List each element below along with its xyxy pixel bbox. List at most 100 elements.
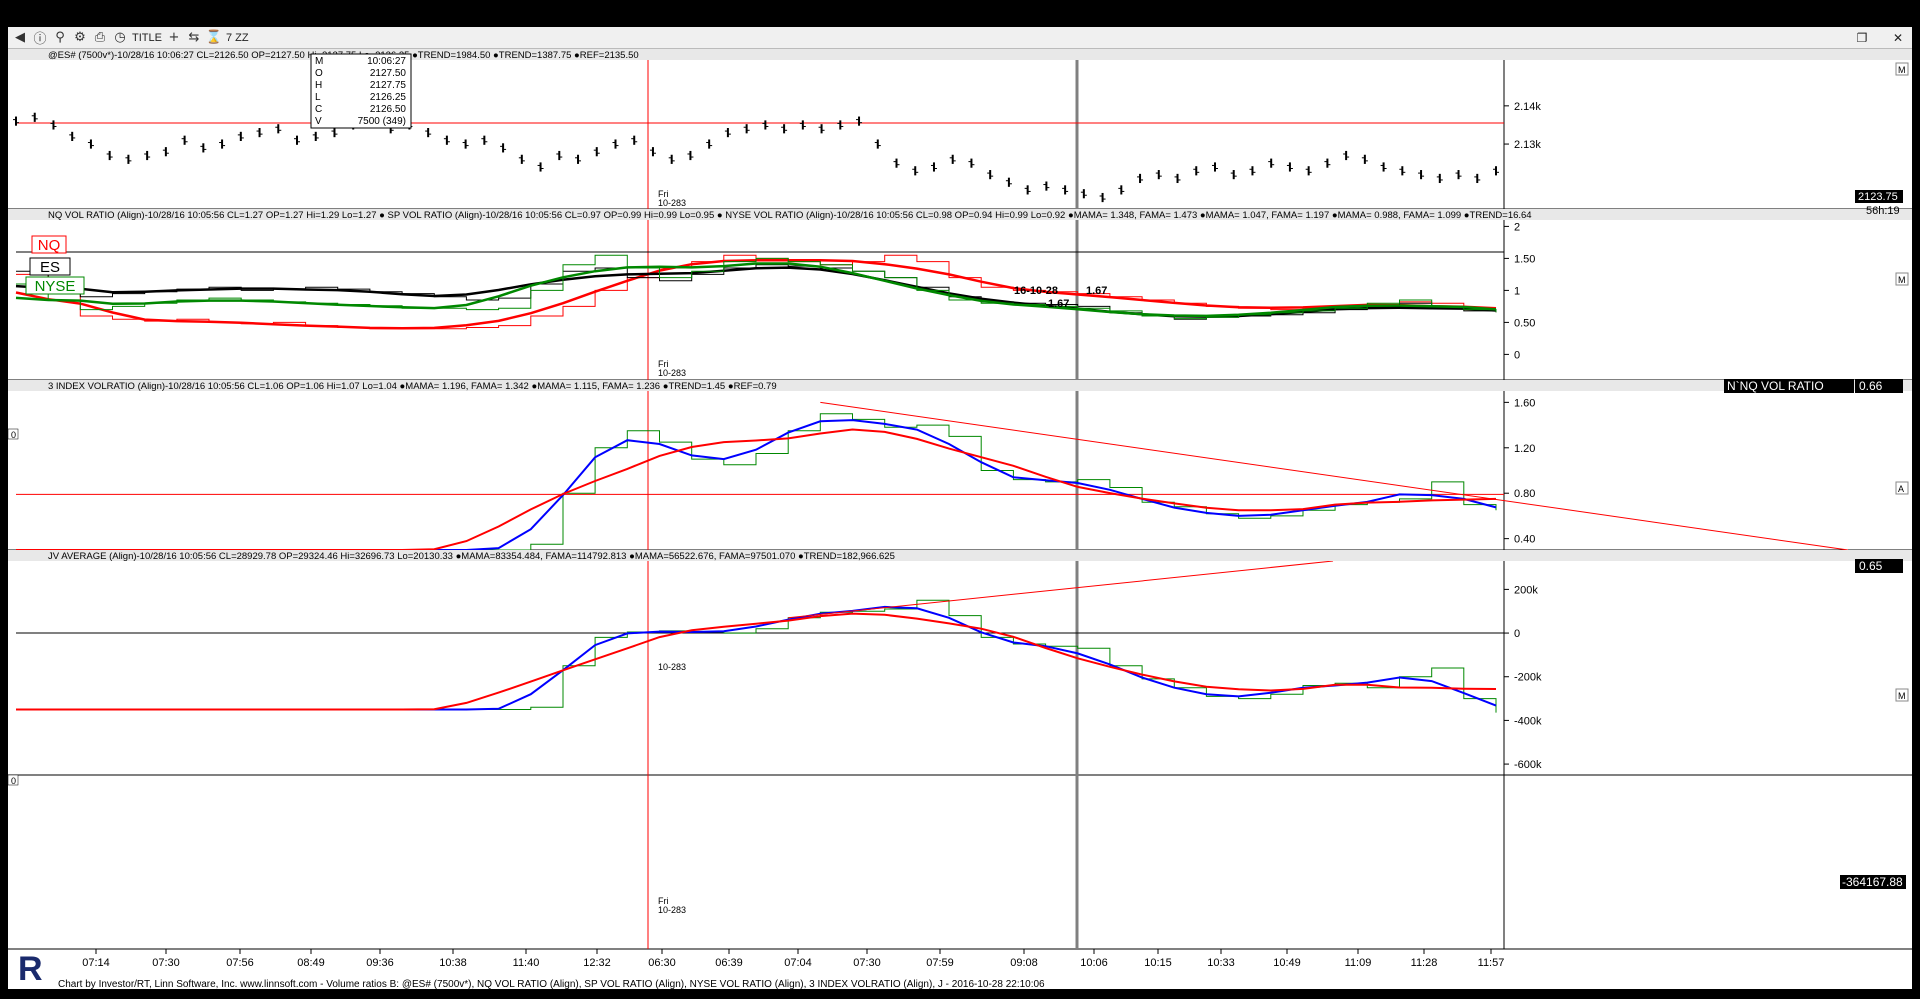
ratio-last-value: 0.66	[1859, 379, 1883, 393]
session-day: Fri	[658, 896, 669, 906]
chart-svg[interactable]: 2.13k 2.14k 0 0.50 1 1.50 2 0.40 0.80 1.20 1.60 -60…	[7, 49, 1912, 990]
hourglass-icon[interactable]: ⌛	[205, 30, 223, 45]
y-tick-label: 0	[1514, 349, 1520, 361]
ohlc-key: L	[315, 92, 321, 103]
es-last-price: 2123.75	[1858, 191, 1898, 203]
index-volratio-bars	[16, 413, 1497, 551]
chart-area[interactable]: 2.13k 2.14k 0 0.50 1 1.50 2 0.40 0.80 1.20 1.60 -60…	[7, 49, 1912, 990]
y-tick-label: 1.20	[1514, 443, 1535, 455]
pane-button-label: M	[1898, 275, 1906, 285]
index-last-label: 0.65	[1855, 559, 1903, 573]
legend-nyse: NYSE	[25, 276, 85, 295]
ohlc-value: 2127.75	[370, 80, 407, 91]
ratio-series-line	[15, 259, 1497, 330]
x-tick-label: 11:40	[513, 957, 540, 969]
clock-icon[interactable]: ◷	[114, 30, 126, 45]
legend-nyse-label: NYSE	[35, 278, 76, 295]
gear-icon[interactable]: ⚙	[74, 30, 86, 45]
session-date: 10-283	[658, 198, 686, 208]
y-tick-label: 0.80	[1514, 488, 1535, 500]
index-trend-line	[820, 401, 1849, 551]
back-icon[interactable]: ◀	[15, 30, 25, 45]
x-tick-label: 06:39	[715, 957, 743, 969]
ohlc-value: 10:06:27	[367, 56, 406, 67]
ohlc-key: M	[315, 56, 323, 67]
ratio-last-label: N`NQ VOL RATIO 0.66	[1724, 379, 1903, 393]
pane-button-m[interactable]: M	[1895, 272, 1909, 286]
x-tick-label: 09:36	[366, 957, 394, 969]
info-icon[interactable]: ⓘ	[33, 32, 47, 47]
close-icon[interactable]: ✕	[1892, 31, 1904, 45]
zz-button[interactable]: 7 ZZ	[225, 31, 249, 44]
es-bar-timer: 56h:19	[1866, 205, 1900, 217]
legend-es: ES	[29, 257, 71, 276]
legend-nq-label: NQ	[38, 237, 61, 254]
zoom-icon[interactable]: ⚲	[55, 30, 65, 45]
y-tick-label: 2.13k	[1514, 139, 1541, 151]
pane-button-m[interactable]: M	[1895, 688, 1909, 702]
ohlc-value: 7500 (349)	[358, 116, 406, 127]
x-tick-label: 07:59	[926, 957, 954, 969]
annotation-point-value: 1.67	[1048, 298, 1069, 310]
footer-credit: Chart by Investor/RT, Linn Software, Inc…	[58, 979, 1045, 989]
x-tick-label: 11:57	[1478, 957, 1505, 969]
ohlc-info-box: M 10:06:27 O 2127.50 H 2127.75 L 2126.25…	[310, 53, 412, 129]
y-tick-label: -400k	[1514, 715, 1542, 727]
zero-marker: 0	[11, 430, 16, 440]
pane-header-3index: 3 INDEX VOLRATIO (Align)-10/28/16 10:05:…	[8, 380, 1912, 392]
pane-header-es: @ES# (7500v*)-10/28/16 10:06:27 CL=2126.…	[8, 49, 1912, 61]
ohlc-value: 2127.50	[370, 68, 407, 79]
ratio-series-bars	[16, 264, 1497, 320]
pane-button-label: A	[1898, 484, 1904, 494]
print-icon[interactable]: ⎙	[94, 30, 106, 45]
x-tick-label: 10:15	[1144, 957, 1172, 969]
x-tick-label: 07:56	[226, 957, 254, 969]
jv-fama-line	[16, 612, 1497, 711]
session-date: 10-283	[658, 905, 686, 915]
x-tick-label: 10:33	[1207, 957, 1235, 969]
x-tick-label: 10:38	[439, 957, 467, 969]
pane-header-text: NQ VOL RATIO (Align)-10/28/16 10:05:56 C…	[48, 210, 1532, 221]
y-tick-label: 1	[1514, 285, 1520, 297]
scale-icon[interactable]: ⇆	[188, 30, 200, 45]
ohlc-value: 2126.50	[370, 104, 407, 115]
x-tick-label: 07:30	[853, 957, 881, 969]
pane-header-text: 3 INDEX VOLRATIO (Align)-10/28/16 10:05:…	[48, 381, 777, 392]
pane-button-label: M	[1898, 691, 1906, 701]
restore-icon[interactable]: ❐	[1856, 31, 1868, 45]
legend-es-label: ES	[40, 259, 60, 276]
y-tick-label: 0.40	[1514, 534, 1535, 546]
ratio-series-name: N`NQ VOL RATIO	[1727, 379, 1824, 393]
jv-last-value: -364167.88	[1842, 875, 1903, 889]
zero-marker: 0	[11, 776, 16, 786]
x-tick-label: 11:09	[1345, 957, 1372, 969]
y-tick-label: 0.50	[1514, 317, 1535, 329]
index-last-value: 0.65	[1859, 559, 1883, 573]
pane-header-text: JV AVERAGE (Align)-10/28/16 10:05:56 CL=…	[48, 551, 895, 562]
pane-header-jv: JV AVERAGE (Align)-10/28/16 10:05:56 CL=…	[8, 550, 1912, 562]
y-tick-label: 1.60	[1514, 397, 1535, 409]
annotation-date: 16-10-28	[1014, 285, 1058, 297]
y-tick-label: 2.14k	[1514, 101, 1541, 113]
x-tick-label: 07:30	[152, 957, 180, 969]
y-tick-label: -200k	[1514, 672, 1542, 684]
title-button[interactable]: TITLE	[132, 31, 162, 44]
session-date: 10-283	[658, 368, 686, 378]
x-tick-label: 11:28	[1411, 957, 1438, 969]
y-tick-label: 0	[1514, 628, 1520, 640]
pane-button-m[interactable]: M	[1895, 62, 1909, 76]
pane-button-a[interactable]: A	[1895, 481, 1909, 495]
crosshair-icon[interactable]: +	[168, 30, 180, 45]
logo-letter: R	[18, 950, 43, 988]
chart-toolbar: ◀ ⓘ ⚲ ⚙ ⎙ ◷ TITLE + ⇆ ⌛ 7 ZZ	[8, 27, 1912, 49]
pane-button-label: M	[1898, 65, 1906, 75]
x-tick-label: 12:32	[583, 957, 611, 969]
x-tick-label: 10:06	[1080, 957, 1108, 969]
index-fama-line	[16, 428, 1497, 551]
ohlc-key: H	[315, 80, 322, 91]
session-day: Fri	[658, 189, 669, 199]
y-tick-label: 2	[1514, 221, 1520, 233]
session-day: Fri	[658, 359, 669, 369]
x-tick-label: 07:04	[784, 957, 812, 969]
